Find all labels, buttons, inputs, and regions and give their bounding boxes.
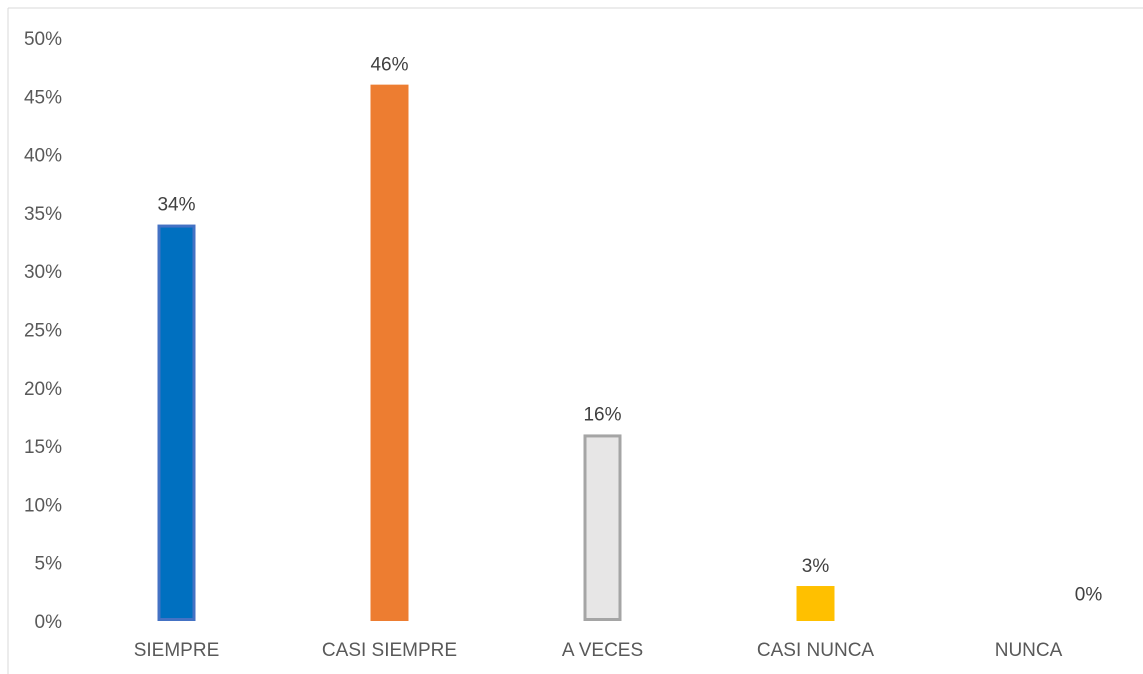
bar-casi-nunca	[796, 586, 835, 622]
y-tick-label: 40%	[24, 146, 62, 167]
data-label: 46%	[370, 55, 408, 76]
y-tick-label: 25%	[24, 321, 62, 342]
bar-a-veces	[583, 434, 622, 621]
data-label: 0%	[1075, 584, 1103, 605]
x-tick-label: NUNCA	[995, 640, 1063, 661]
x-tick-label: SIEMPRE	[134, 640, 220, 661]
data-label: 16%	[583, 404, 621, 425]
x-axis-labels: SIEMPRE CASI SIEMPRE A VECES CASI NUNCA NUNC…	[134, 640, 1063, 661]
y-tick-label: 15%	[24, 437, 62, 458]
x-tick-label: A VECES	[562, 640, 643, 661]
bar-siempre	[157, 224, 196, 621]
bar-casi-siempre	[370, 84, 409, 621]
y-tick-label: 30%	[24, 262, 62, 283]
data-label: 3%	[802, 556, 830, 577]
x-tick-label: CASI NUNCA	[757, 640, 875, 661]
y-tick-label: 10%	[24, 495, 62, 516]
y-tick-label: 20%	[24, 379, 62, 400]
bars	[157, 84, 835, 622]
y-tick-label: 45%	[24, 87, 62, 108]
data-label: 34%	[157, 195, 195, 216]
y-axis-labels: 0% 5% 10% 15% 20% 25% 30% 35% 40% 45% 50%	[24, 29, 62, 633]
y-tick-label: 50%	[24, 29, 62, 50]
y-tick-label: 35%	[24, 204, 62, 225]
y-tick-label: 0%	[35, 612, 63, 633]
y-tick-label: 5%	[35, 554, 63, 575]
data-labels: 34% 46% 16% 3% 0%	[157, 55, 1102, 606]
x-tick-label: CASI SIEMPRE	[322, 640, 457, 661]
